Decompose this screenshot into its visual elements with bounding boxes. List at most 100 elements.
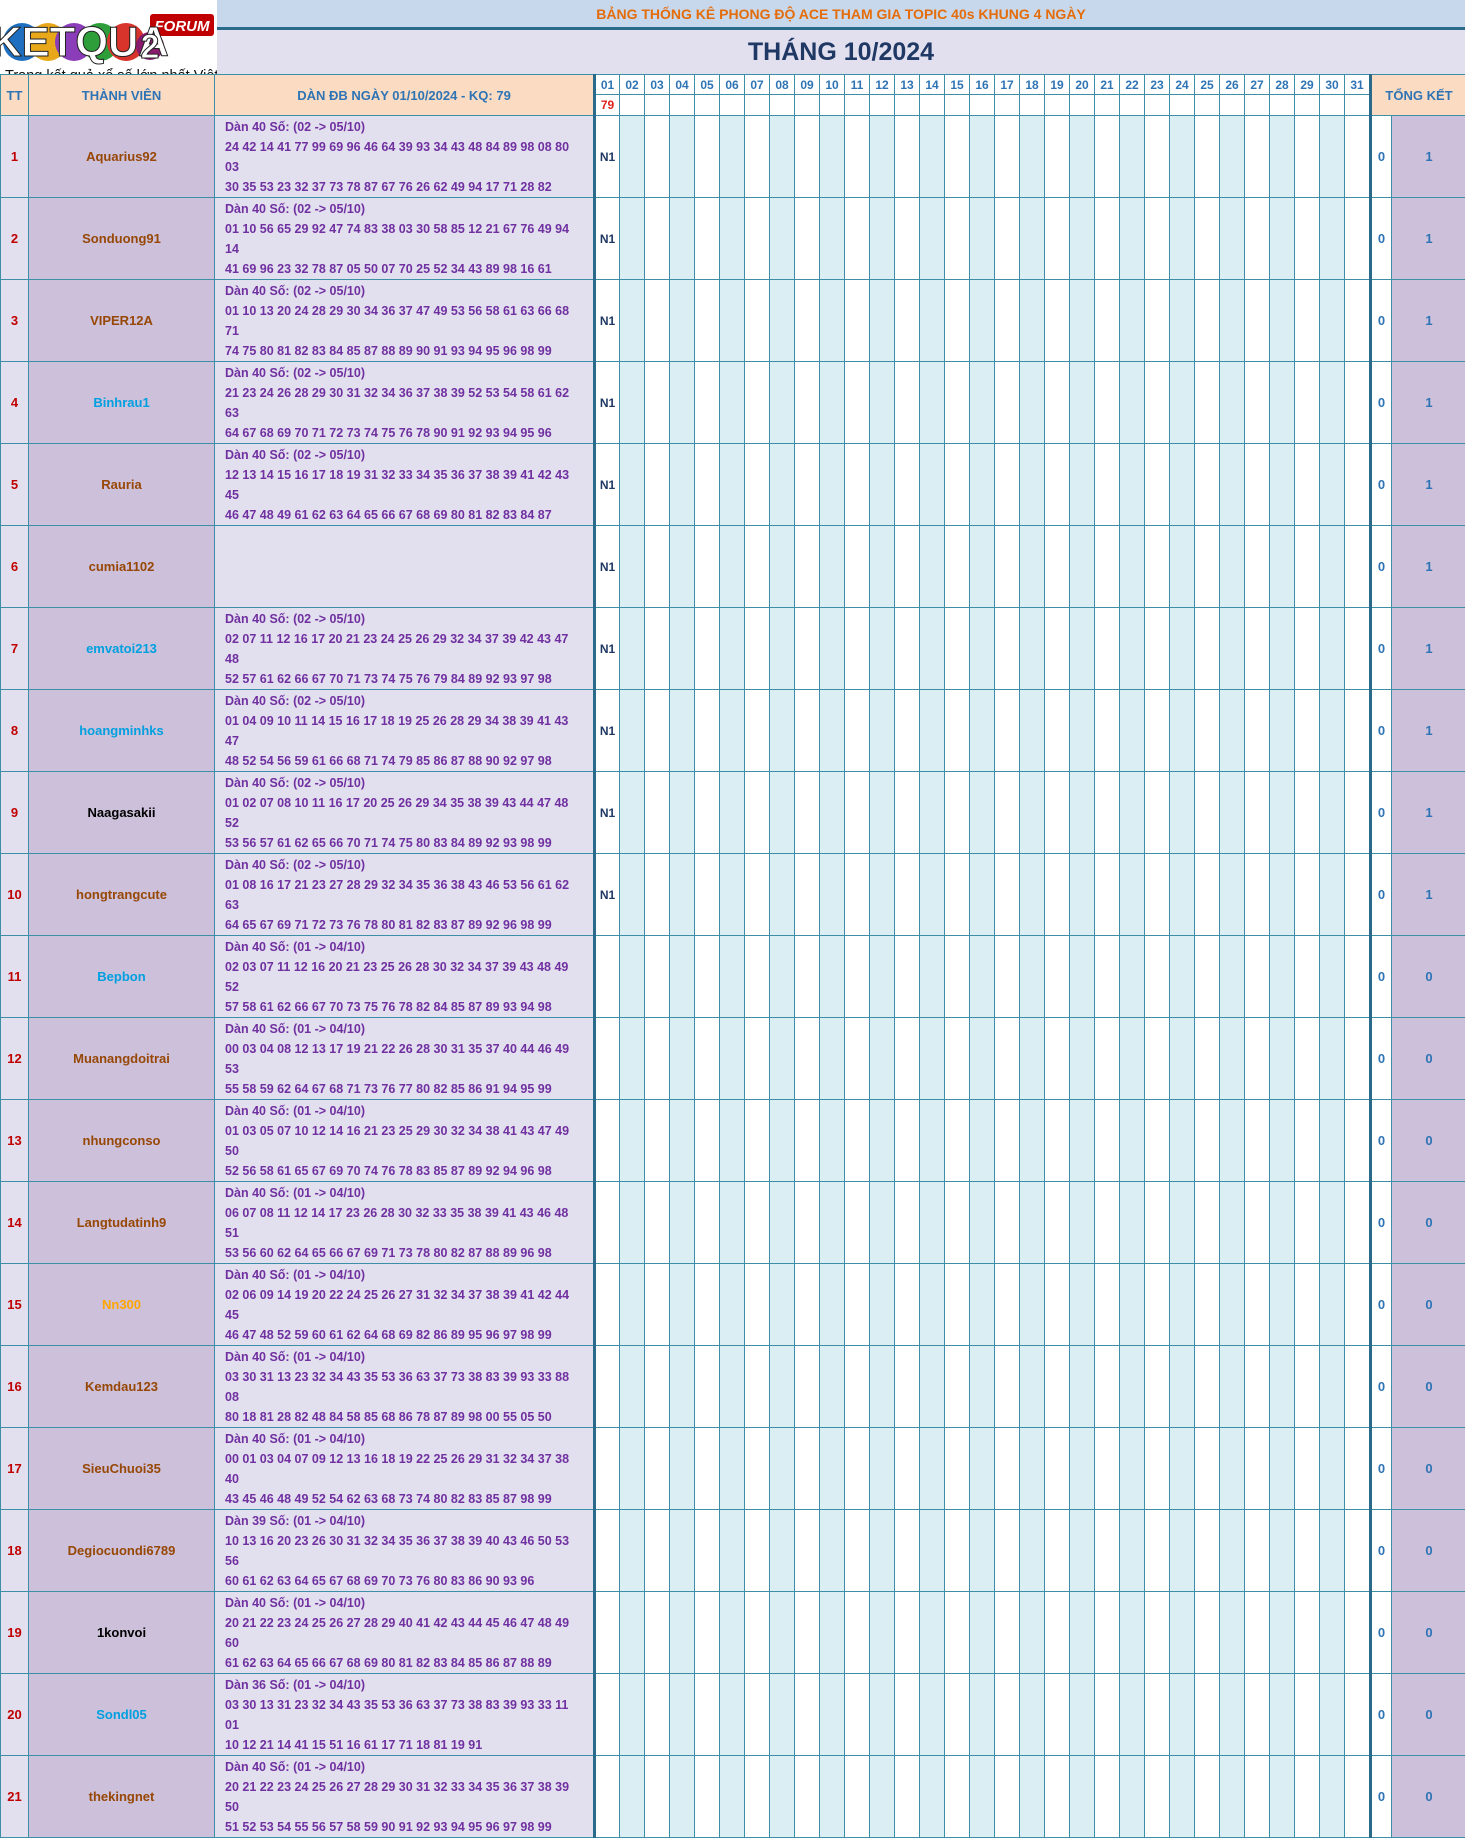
day-cell — [1169, 1345, 1195, 1428]
member-name[interactable]: emvatoi213 — [28, 607, 215, 690]
day-cell — [669, 1181, 695, 1264]
table-row: 3 VIPER12A Dàn 40 Số: (02 -> 05/10) 01 10 1… — [0, 279, 1465, 362]
day-cell — [1269, 1017, 1295, 1100]
day-cell — [819, 607, 845, 690]
member-name[interactable]: Langtudatinh9 — [28, 1181, 215, 1264]
ketqua-logo-icon: FORUM KETQUA 2 Trang kết quả xổ số lớn n… — [0, 14, 217, 84]
day-cell — [1044, 1263, 1070, 1346]
day-result — [719, 94, 745, 116]
day-cell — [994, 689, 1020, 772]
day-header: 14 — [919, 74, 945, 95]
day-cell — [819, 361, 845, 444]
day-cell — [794, 1099, 820, 1182]
member-name[interactable]: Naagasakii — [28, 771, 215, 854]
day-cell — [1219, 771, 1245, 854]
dan-line-2: 10 12 21 14 41 15 51 16 61 17 71 18 81 1… — [225, 1737, 483, 1752]
site-logo[interactable]: FORUM KETQUA 2 Trang kết quả xổ số lớn n… — [0, 0, 217, 84]
day-cell — [694, 115, 720, 198]
day-cell — [794, 361, 820, 444]
day-cell — [1194, 279, 1220, 362]
member-name[interactable]: Muanangdoitrai — [28, 1017, 215, 1100]
day-cell — [644, 361, 670, 444]
day-cell — [969, 607, 995, 690]
day-cell: N1 — [593, 525, 620, 608]
table-row: 18 Degiocuondi6789 Dàn 39 Số: (01 -> 04/10… — [0, 1509, 1465, 1592]
member-name[interactable]: nhungconso — [28, 1099, 215, 1182]
day-cell — [1344, 1099, 1372, 1182]
day-cell — [644, 115, 670, 198]
member-name[interactable]: SieuChuoi35 — [28, 1427, 215, 1510]
dan-numbers: Dàn 40 Số: (01 -> 04/10) 20 21 22 23 24 2… — [214, 1755, 595, 1838]
day-cell — [819, 1755, 845, 1838]
day-cell — [1019, 1755, 1045, 1838]
day-cell — [1269, 115, 1295, 198]
day-cell — [619, 1673, 645, 1756]
member-name[interactable]: Binhrau1 — [28, 361, 215, 444]
day-cell — [719, 1099, 745, 1182]
member-name[interactable]: cumia1102 — [28, 525, 215, 608]
day-cell — [969, 1591, 995, 1674]
dan-numbers: Dàn 40 Số: (01 -> 04/10) 00 01 03 04 07 0… — [214, 1427, 595, 1510]
member-name[interactable]: 1konvoi — [28, 1591, 215, 1674]
day-result — [1044, 94, 1070, 116]
member-name[interactable]: Sonduong91 — [28, 197, 215, 280]
day-cell — [1119, 853, 1145, 936]
member-name[interactable]: Bepbon — [28, 935, 215, 1018]
day-cell — [1094, 1099, 1120, 1182]
member-name[interactable]: Degiocuondi6789 — [28, 1509, 215, 1592]
day-cell — [994, 1509, 1020, 1592]
day-cell — [719, 1017, 745, 1100]
day-cell — [694, 443, 720, 526]
day-cell — [969, 689, 995, 772]
day-cell — [844, 525, 870, 608]
day-cell — [1044, 607, 1070, 690]
day-cell — [669, 1427, 695, 1510]
day-cell — [1319, 279, 1345, 362]
day-cell — [1344, 1345, 1372, 1428]
day-cell — [1194, 771, 1220, 854]
member-name[interactable]: VIPER12A — [28, 279, 215, 362]
member-header: THÀNH VIÊN — [28, 74, 215, 116]
day-cell — [794, 525, 820, 608]
hit-count: 0 — [1369, 443, 1392, 526]
day-cell — [719, 361, 745, 444]
day-cell — [593, 1427, 620, 1510]
day-cell — [769, 1673, 795, 1756]
member-name[interactable]: Kemdau123 — [28, 1345, 215, 1428]
day-cell — [819, 1673, 845, 1756]
day-cell — [969, 1263, 995, 1346]
day-cell — [969, 525, 995, 608]
day-header: 08 — [769, 74, 795, 95]
member-name[interactable]: hongtrangcute — [28, 853, 215, 936]
day-cell — [593, 1181, 620, 1264]
table-row: 10 hongtrangcute Dàn 40 Số: (02 -> 05/10) 0… — [0, 853, 1465, 936]
day-cell — [869, 1427, 895, 1510]
day-cell — [744, 853, 770, 936]
day-cell — [869, 1263, 895, 1346]
day-cell — [1344, 525, 1372, 608]
day-cell — [894, 1263, 920, 1346]
member-name[interactable]: Aquarius92 — [28, 115, 215, 198]
day-cell — [819, 443, 845, 526]
day-cell — [894, 771, 920, 854]
day-header: 04 — [669, 74, 695, 95]
member-name[interactable]: Rauria — [28, 443, 215, 526]
day-cell — [1019, 1099, 1045, 1182]
table-row: 17 SieuChuoi35 Dàn 40 Số: (01 -> 04/10) 00 … — [0, 1427, 1465, 1510]
member-name[interactable]: Sondl05 — [28, 1673, 215, 1756]
tt-header: TT — [0, 74, 29, 116]
day-cell — [1294, 1755, 1320, 1838]
day-cell — [1319, 1099, 1345, 1182]
dan-numbers: Dàn 40 Số: (02 -> 05/10) 21 23 24 26 28 2… — [214, 361, 595, 444]
day-cell — [1194, 607, 1220, 690]
day-cell — [794, 1509, 820, 1592]
dan-title: Dàn 40 Số: (02 -> 05/10) — [225, 283, 365, 298]
day-cell — [744, 1345, 770, 1428]
day-cell — [1144, 1099, 1170, 1182]
member-name[interactable]: thekingnet — [28, 1755, 215, 1838]
day-cell — [919, 1099, 945, 1182]
member-name[interactable]: hoangminhks — [28, 689, 215, 772]
hit-count: 0 — [1369, 361, 1392, 444]
member-name[interactable]: Nn300 — [28, 1263, 215, 1346]
day-cell — [894, 935, 920, 1018]
